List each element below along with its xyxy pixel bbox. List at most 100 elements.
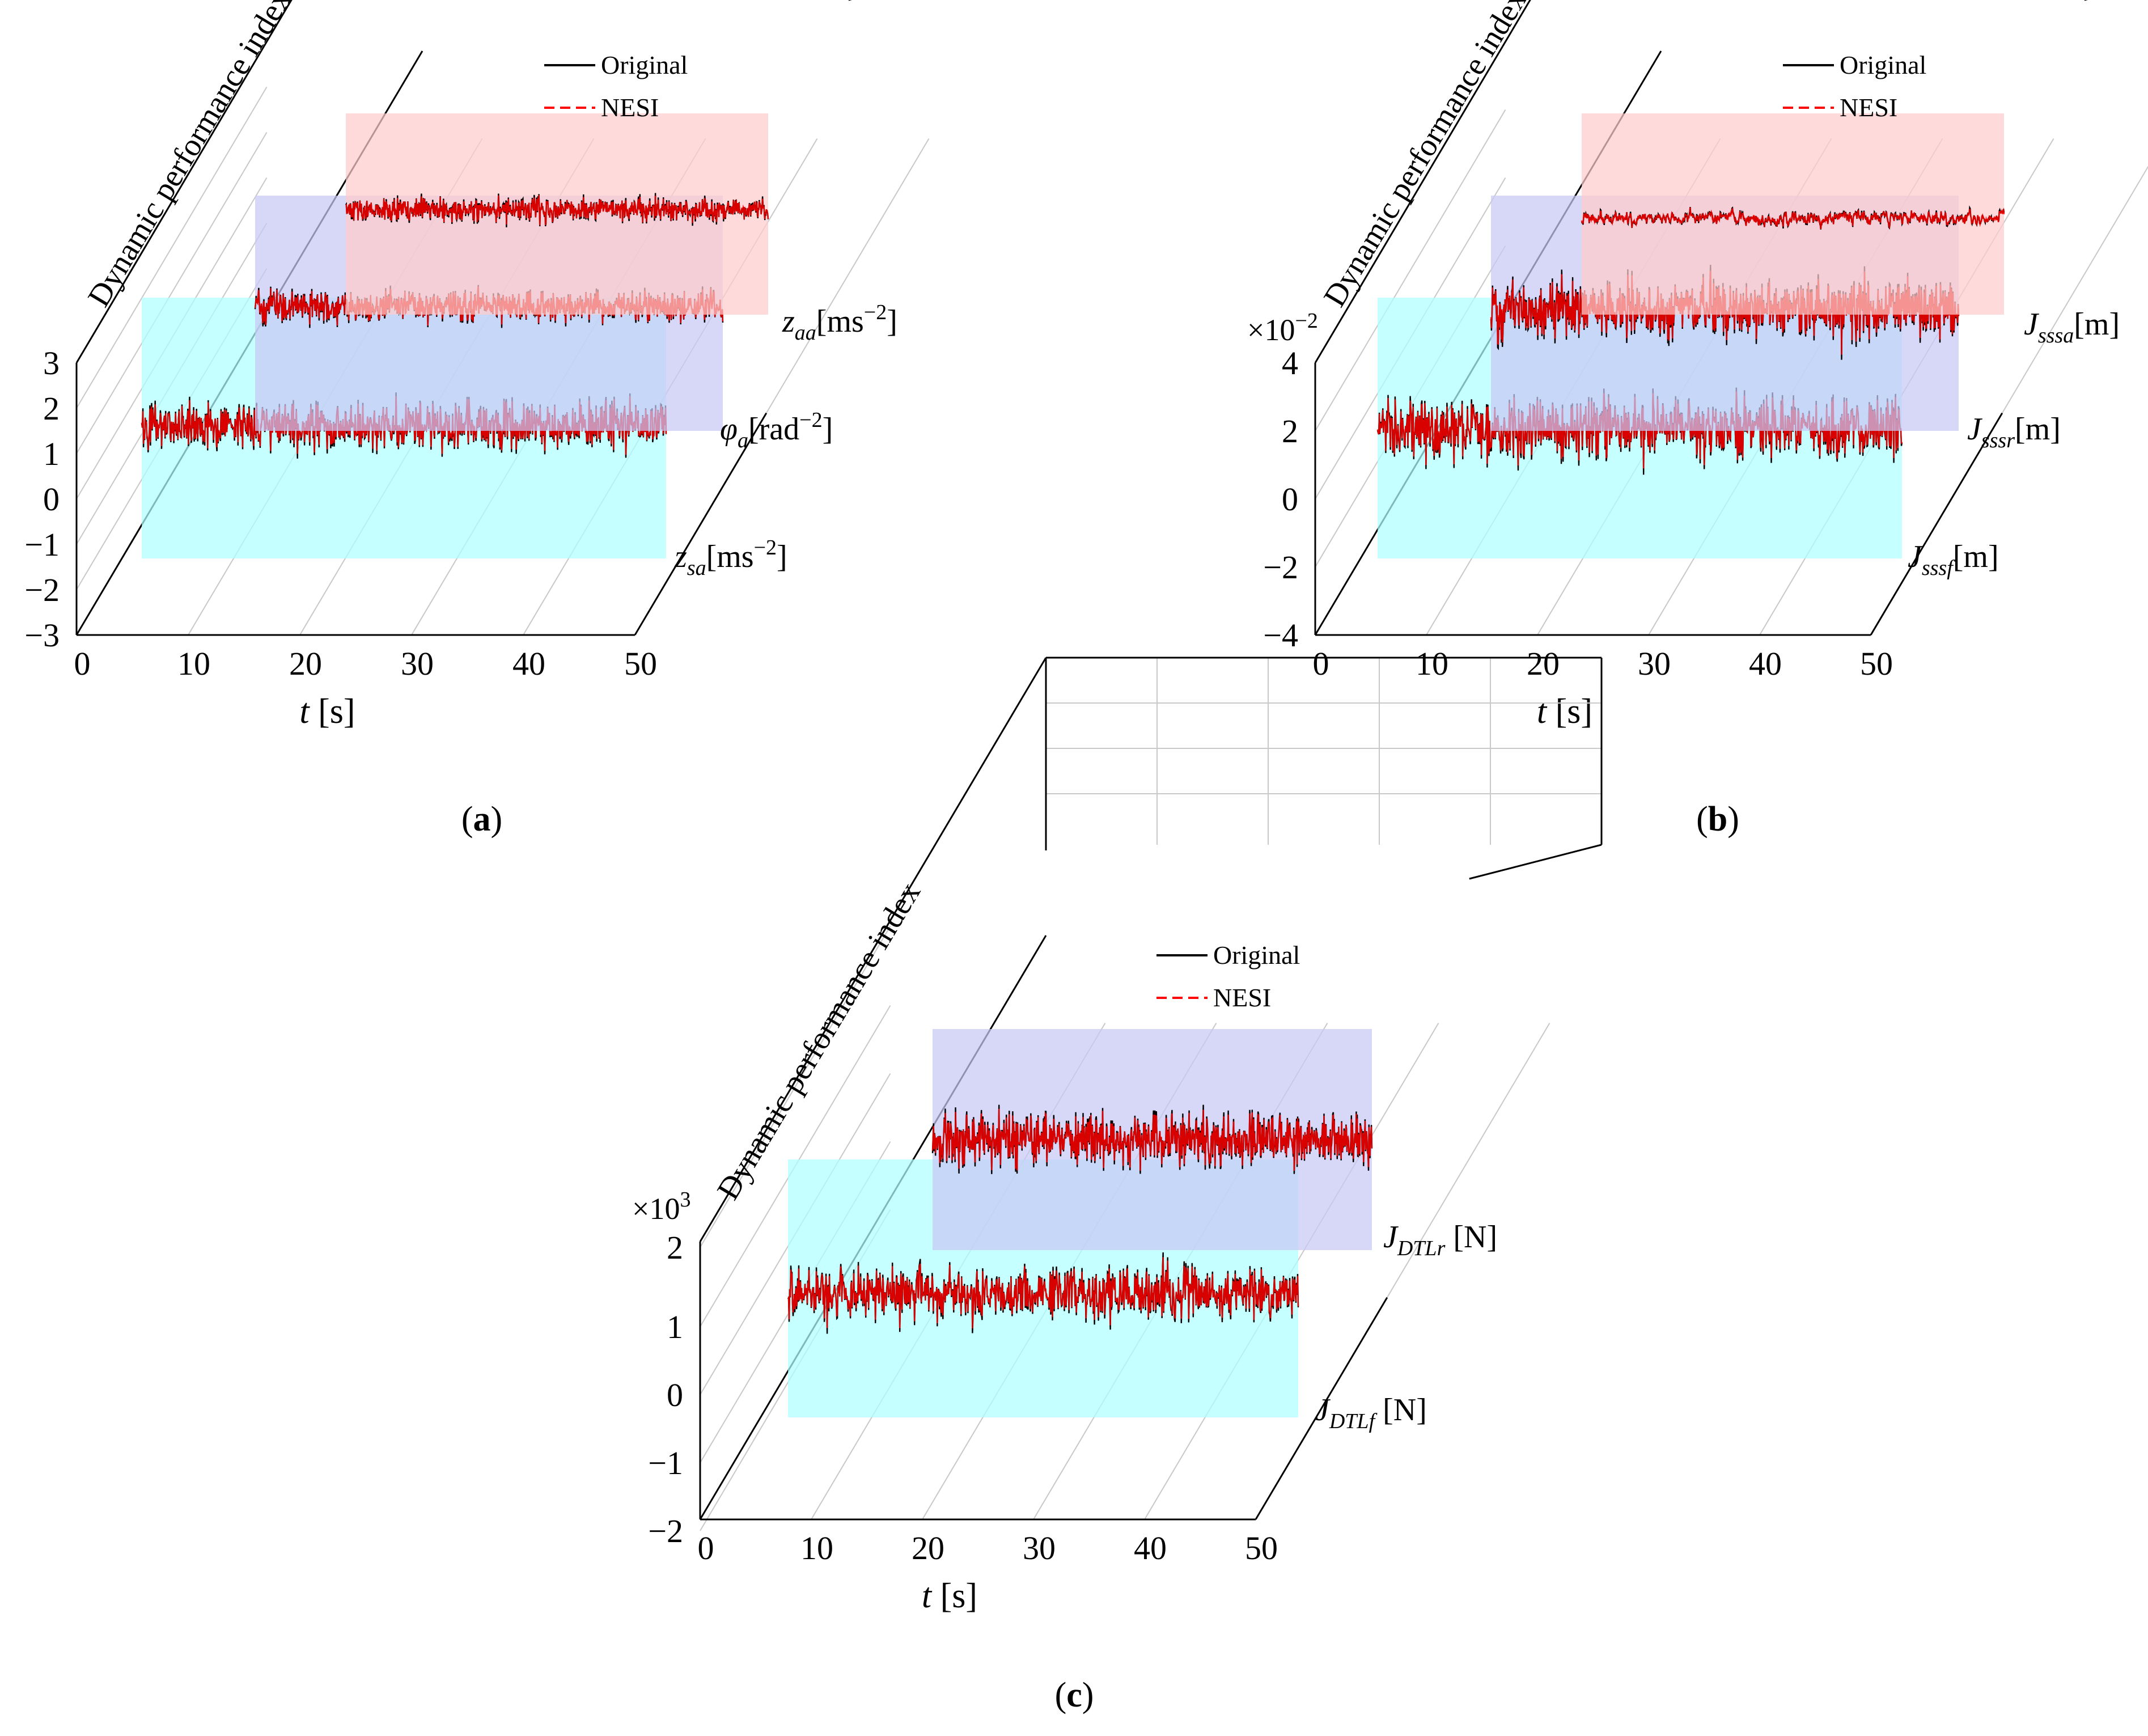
series-label-main: z (782, 304, 795, 339)
series-label-unit: [ms (816, 304, 864, 339)
x-axis-unit: [s] (1547, 692, 1592, 731)
caption-paren: ) (1082, 1676, 1094, 1714)
z-tick-label: 2 (667, 1229, 683, 1266)
series-label: Jsssf[m] (1908, 539, 1999, 580)
x-tick-label: 30 (1023, 1530, 1056, 1566)
x-axis-var: t (1537, 692, 1548, 731)
x-axis-var: t (299, 692, 310, 731)
z-depth-gridline (1315, 109, 1506, 431)
x-tick-label: 50 (624, 645, 657, 682)
series-label-sup: −2 (754, 536, 777, 560)
z-tick-label: 2 (43, 390, 60, 427)
caption-paren: ( (1055, 1676, 1067, 1714)
series-label: JDTLr [N] (1383, 1220, 1497, 1260)
series-label-sub: DTLf (1329, 1409, 1378, 1433)
z-multiplier-base: ×10 (632, 1192, 680, 1226)
series-label-unit: [m] (2015, 412, 2061, 447)
series-label-unit: [ms (706, 539, 754, 574)
z-tick-label: −2 (648, 1513, 683, 1549)
legend: Original NESI (1156, 941, 1300, 1012)
z-multiplier-exp: −2 (1295, 309, 1317, 333)
series-label-unit: [N] (1445, 1220, 1497, 1255)
caption-paren: ) (491, 800, 503, 839)
series-label-sup: −2 (864, 300, 887, 324)
series-label-unit: [rad (748, 412, 799, 447)
series-label-sub: sssa (2038, 324, 2074, 348)
depth-axis-right (634, 412, 768, 636)
x-tick-label: 30 (1638, 645, 1671, 682)
series-label-tail: ] (823, 412, 833, 447)
x-tick-label: 40 (512, 645, 545, 682)
x-tick-label: 10 (800, 1530, 833, 1566)
x-tick-label: 20 (1527, 645, 1560, 682)
z-tick-label: −2 (24, 571, 60, 608)
legend-label-nesi: NESI (1213, 983, 1271, 1012)
x-tick-label: 50 (1860, 645, 1893, 682)
x-axis-unit: [s] (931, 1577, 977, 1615)
x-axis-label: t [s] (299, 692, 355, 731)
x-tick-label: 50 (1245, 1530, 1278, 1566)
z-tick-label: 0 (43, 481, 60, 518)
series-label-unit: [N] (1375, 1392, 1427, 1428)
z-tick-label: −1 (648, 1445, 683, 1481)
series-label-sub: DTLr (1397, 1237, 1446, 1260)
series-label: zsa[ms−2] (674, 536, 787, 580)
z-depth-gridline (700, 925, 891, 1248)
top-depth-line (75, 0, 293, 363)
series-label: zaa[ms−2] (782, 300, 897, 345)
z-multiplier-base: ×10 (1247, 313, 1295, 347)
legend-label-nesi: NESI (1840, 93, 1897, 122)
legend: Original NESI (544, 50, 688, 122)
x-axis-var: t (922, 1577, 933, 1615)
chart-panel-a: zsa[ms−2]φa[rad−2]zaa[ms−2]0 10 20 30 40 50t … (24, 0, 930, 839)
z-tick-label: 1 (667, 1309, 683, 1345)
x-tick-label: 10 (1416, 645, 1448, 682)
series-label-tail: ] (777, 539, 787, 574)
legend-label-original: Original (1840, 50, 1926, 79)
z-tick-label: −3 (24, 617, 60, 654)
z-tick-label: 0 (667, 1377, 683, 1413)
x-tick-label: 0 (74, 645, 91, 682)
series-nesi-3 (1581, 207, 2005, 230)
series-nesi-1 (787, 1257, 1299, 1329)
z-tick-label: 2 (1282, 413, 1298, 450)
z-tick-label: 0 (1282, 481, 1298, 518)
top-depth-line (699, 657, 1047, 1242)
z-multiplier: ×103 (632, 1188, 690, 1226)
z-axis-title: Dynamic performance index (710, 877, 927, 1206)
z-tick-label: 1 (43, 435, 60, 472)
top-depth-line (1314, 0, 1531, 363)
x-tick-label: 40 (1749, 645, 1782, 682)
series-label: φa[rad−2] (720, 408, 833, 452)
z-tick-label: 3 (43, 345, 60, 382)
caption-letter: a (473, 800, 491, 839)
series-label-main: J (1908, 539, 1924, 574)
series-label-main: J (1967, 412, 1983, 447)
series-label-main: J (1315, 1392, 1331, 1428)
x-axis-label: t [s] (922, 1577, 977, 1615)
x-tick-label: 0 (1313, 645, 1329, 682)
caption-letter: c (1066, 1676, 1082, 1714)
z-multiplier: ×10−2 (1247, 309, 1318, 347)
series-label-main: J (1383, 1220, 1399, 1255)
x-axis-unit: [s] (310, 692, 355, 731)
series-label-main: φ (720, 412, 738, 447)
z-tick-label: −2 (1263, 549, 1298, 586)
z-tick-label: −1 (24, 526, 60, 563)
series-label-main: z (674, 539, 687, 574)
legend-label-original: Original (601, 50, 688, 79)
series-label: Jsssa[m] (2024, 307, 2120, 348)
series-label-sub: sa (687, 556, 706, 580)
x-tick-label: 0 (698, 1530, 714, 1566)
caption-paren: ( (1696, 800, 1708, 839)
legend-label-nesi: NESI (601, 93, 659, 122)
panel-caption: (b) (1696, 800, 1739, 839)
series-nesi-2 (931, 1108, 1373, 1171)
series-label-sub: aa (795, 321, 816, 345)
series-label-sub: a (738, 429, 748, 452)
caption-letter: b (1708, 800, 1727, 839)
series-nesi-3 (345, 195, 769, 226)
series-label-sub: sssr (1981, 429, 2015, 452)
z-depth-gridline (76, 132, 268, 454)
